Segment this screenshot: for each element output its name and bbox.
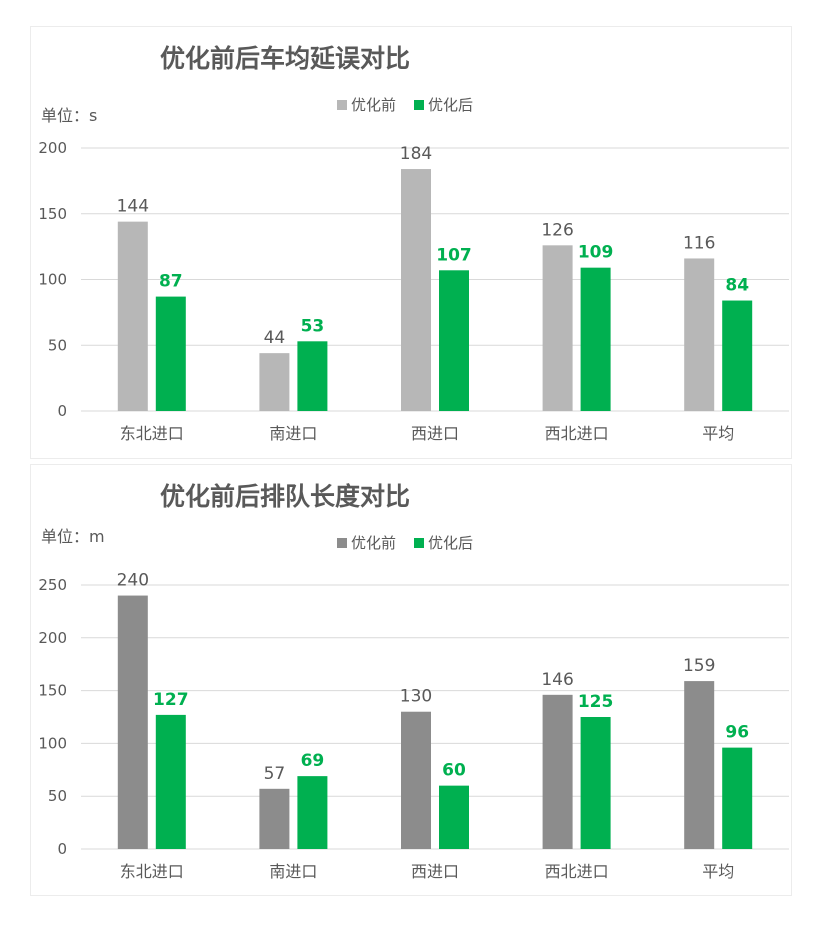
data-label-before: 144 (117, 197, 149, 217)
chart-title: 优化前后车均延误对比 (160, 44, 410, 73)
unit-label: 单位：s (41, 106, 97, 125)
category-label: 东北进口 (120, 862, 184, 881)
category-label: 东北进口 (120, 424, 184, 443)
category-label: 西北进口 (545, 424, 609, 443)
bar-before (401, 169, 431, 411)
legend-swatch-before (337, 100, 347, 110)
y-tick-label: 150 (38, 205, 67, 223)
data-label-after: 107 (436, 245, 472, 265)
legend: 优化前 优化后 (337, 96, 473, 114)
legend-swatch-after (414, 100, 424, 110)
y-tick-label: 150 (38, 682, 67, 700)
bar-before (684, 258, 715, 411)
category-label: 平均 (702, 424, 734, 443)
y-tick-label: 50 (48, 787, 67, 805)
data-label-after: 96 (725, 723, 749, 743)
data-label-after: 127 (153, 690, 189, 710)
data-label-after: 87 (159, 272, 183, 292)
bar-before (542, 245, 573, 411)
y-tick-label: 0 (57, 840, 67, 858)
data-label-after: 84 (725, 276, 749, 296)
y-tick-label: 200 (38, 629, 67, 647)
data-label-before: 184 (400, 144, 432, 164)
bar-after (439, 270, 469, 411)
category-label: 平均 (702, 862, 734, 881)
bar-after (297, 341, 328, 411)
bar-before (684, 681, 715, 849)
data-label-before: 159 (683, 656, 715, 676)
delay-chart: 优化前后车均延误对比 单位：s 优化前 优化后 0 50 100 150 200 144 8… (38, 44, 789, 443)
bar-after (155, 296, 186, 411)
data-label-after: 53 (301, 316, 325, 336)
bar-before (117, 595, 148, 849)
chart-title: 优化前后排队长度对比 (160, 482, 410, 511)
data-label-after: 60 (442, 761, 466, 781)
category-label: 南进口 (269, 862, 317, 881)
data-label-before: 146 (541, 670, 573, 690)
y-tick-label: 100 (38, 271, 67, 289)
bar-after (580, 267, 611, 411)
data-label-after: 109 (578, 243, 614, 263)
data-label-before: 240 (117, 571, 149, 591)
plot-area: 0 50 100 150 200 144 87 东北进口 44 53 南进口 184 107 西进口 126… (38, 139, 789, 443)
category-label: 西北进口 (545, 862, 609, 881)
data-label-after: 69 (301, 751, 325, 771)
bar-after (722, 300, 753, 411)
bar-after (297, 776, 328, 849)
legend-swatch-before (337, 538, 347, 548)
legend-label-before: 优化前 (351, 96, 396, 114)
legend: 优化前 优化后 (337, 534, 473, 552)
data-label-before: 116 (683, 233, 715, 253)
y-tick-label: 100 (38, 734, 67, 752)
data-label-before: 57 (264, 764, 286, 784)
legend-swatch-after (414, 538, 424, 548)
unit-label: 单位：m (41, 527, 105, 546)
bar-after (155, 714, 186, 849)
bar-before (259, 788, 290, 849)
data-label-before: 126 (541, 220, 573, 240)
category-label: 西进口 (411, 862, 459, 881)
queue-chart-panel: 优化前后排队长度对比 单位：m 优化前 优化后 0 50 100 150 200 250 2… (30, 464, 792, 896)
y-tick-label: 50 (48, 336, 67, 354)
bar-after (722, 747, 753, 849)
legend-label-before: 优化前 (351, 534, 396, 552)
data-label-before: 44 (264, 328, 286, 348)
category-label: 西进口 (411, 424, 459, 443)
y-tick-label: 200 (38, 139, 67, 157)
legend-label-after: 优化后 (428, 96, 473, 114)
legend-label-after: 优化后 (428, 534, 473, 552)
y-tick-label: 250 (38, 576, 67, 594)
queue-chart: 优化前后排队长度对比 单位：m 优化前 优化后 0 50 100 150 200 250 2… (38, 482, 789, 881)
bar-before (542, 694, 573, 849)
bar-after (580, 717, 611, 849)
bar-after (439, 785, 469, 849)
bar-before (401, 711, 431, 849)
plot-area: 0 50 100 150 200 250 240 127 东北进口 57 69 南进口 130 60 西进口… (38, 571, 789, 881)
data-label-before: 130 (400, 687, 432, 707)
category-label: 南进口 (269, 424, 317, 443)
data-label-after: 125 (578, 692, 614, 712)
y-tick-label: 0 (57, 402, 67, 420)
bar-before (117, 221, 148, 411)
bar-before (259, 353, 290, 411)
delay-chart-panel: 优化前后车均延误对比 单位：s 优化前 优化后 0 50 100 150 200 144 8… (30, 26, 792, 459)
